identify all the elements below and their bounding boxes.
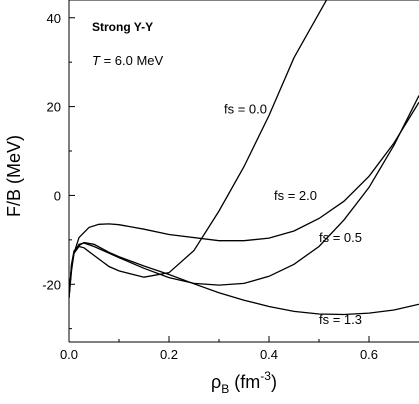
series-label-fs-0-5: fs = 0.5 xyxy=(319,230,362,245)
temperature-annotation: T = 6.0 MeV xyxy=(92,53,164,68)
x-axis-unit-close: ) xyxy=(271,372,277,392)
x-tick-label: 0.0 xyxy=(60,347,78,362)
y-axis-label: F/B (MeV) xyxy=(4,135,24,217)
series-label-fs-1-3: fs = 1.3 xyxy=(319,312,362,327)
y-tick-label: 40 xyxy=(47,11,61,26)
x-axis-unit-exponent: -3 xyxy=(260,369,271,383)
series-line-fs-2-0 xyxy=(69,101,419,298)
x-axis-tick-labels: 0.0 0.2 0.4 0.6 xyxy=(60,347,378,362)
x-tick-label: 0.6 xyxy=(360,347,378,362)
y-tick-label: 20 xyxy=(47,100,61,115)
temperature-symbol: T xyxy=(92,53,101,68)
curve-labels: fs = 0.0 fs = 2.0 fs = 0.5 fs = 1.3 xyxy=(224,101,362,327)
x-tick-label: 0.2 xyxy=(160,347,178,362)
y-tick-label: 0 xyxy=(54,188,61,203)
series-line-fs-0-5 xyxy=(69,95,419,298)
y-axis-ticks xyxy=(69,17,75,330)
x-axis-ticks xyxy=(68,336,370,342)
temperature-value: = 6.0 MeV xyxy=(100,53,164,68)
x-axis-unit: (fm xyxy=(229,372,260,392)
x-axis-label: ρB (fm-3) xyxy=(211,369,277,396)
x-axis-subscript: B xyxy=(221,382,229,396)
y-axis-tick-labels: -20 0 20 40 xyxy=(42,11,61,292)
chart-title: Strong Y-Y xyxy=(92,20,153,34)
series-label-fs-2-0: fs = 2.0 xyxy=(274,188,317,203)
x-tick-label: 0.4 xyxy=(260,347,278,362)
y-tick-label: -20 xyxy=(42,277,61,292)
series-line-fs-0-0 xyxy=(69,0,328,298)
series-label-fs-0-0: fs = 0.0 xyxy=(224,101,267,116)
x-axis-symbol: ρ xyxy=(211,372,221,392)
curves xyxy=(69,0,419,316)
series-line-fs-1-3 xyxy=(69,241,419,316)
